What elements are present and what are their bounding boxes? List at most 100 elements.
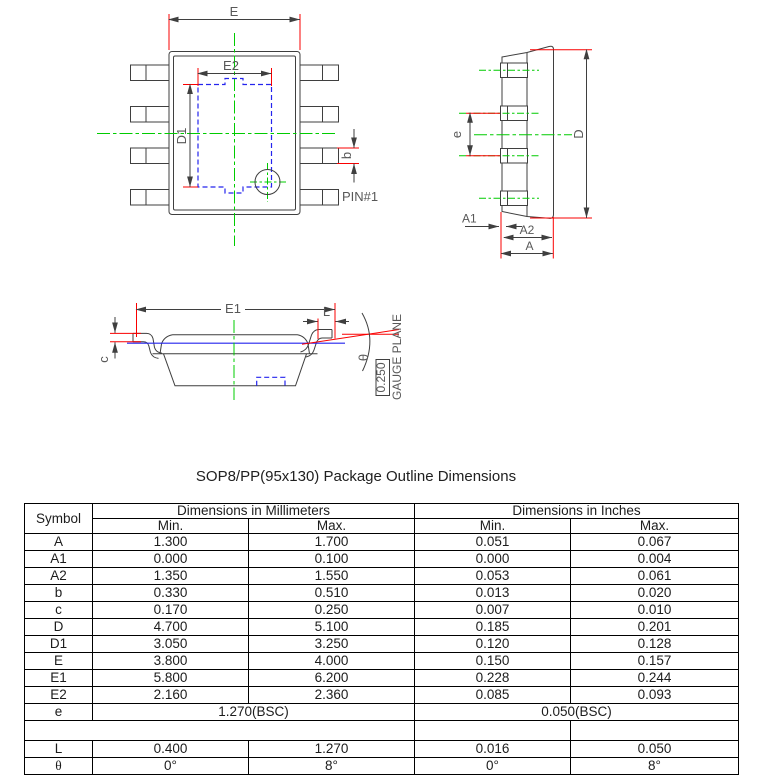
front-view-drawing: E1 L c θ 0.250 GAUGE PLANE <box>96 301 404 400</box>
table-cell: 0.007 <box>414 601 572 620</box>
table-row: E 3.800 4.000 0.150 0.157 <box>24 652 740 671</box>
table-cell: 1.350 <box>92 567 249 586</box>
lead <box>130 147 170 164</box>
exposed-pad-outline <box>197 77 273 194</box>
table-cell: 0.157 <box>570 652 740 671</box>
lead <box>130 189 170 206</box>
package-front-body <box>163 353 307 387</box>
table-cell: 0.330 <box>92 584 249 603</box>
table-cell: 4.000 <box>247 652 416 671</box>
lead <box>299 64 339 81</box>
table-cell: 5.100 <box>247 618 416 637</box>
table-cell: 0.228 <box>414 669 572 688</box>
symbol-cell: e <box>24 703 93 722</box>
gauge-value-box <box>375 359 390 396</box>
lead <box>130 106 170 123</box>
table-cell <box>570 720 740 742</box>
side-view-drawing: e D A1 A2 A <box>449 45 592 259</box>
table-cell: 8° <box>570 757 740 776</box>
table-cell: 0.400 <box>92 740 249 759</box>
table-cell: 0.051 <box>414 533 572 552</box>
inch-header: Dimensions in Inches <box>414 502 740 520</box>
table-cell: 1.300 <box>92 533 249 552</box>
table-cell: 6.200 <box>247 669 416 688</box>
table-cell: 0.185 <box>414 618 572 637</box>
dim-label-pitch-e: e <box>449 131 464 138</box>
table-row: L 0.400 1.270 0.016 0.050 <box>24 740 740 759</box>
table-cell: 0.050 <box>570 740 740 759</box>
inch-min-header: Min. <box>414 518 572 535</box>
lead <box>130 64 170 81</box>
table-cell: 0.093 <box>570 686 740 705</box>
dimensions-table: Symbol Dimensions in Millimeters Dimensi… <box>23 502 740 776</box>
table-cell: 1.270(BSC) <box>91 703 416 722</box>
symbol-cell: D1 <box>24 635 93 654</box>
lead <box>299 189 339 206</box>
lead <box>133 332 163 354</box>
symbol-cell: b <box>24 584 93 603</box>
mm-header: Dimensions in Millimeters <box>91 502 416 520</box>
inch-max-header: Max. <box>570 518 740 535</box>
dim-label-b: b <box>339 152 354 159</box>
gauge-plane-label: GAUGE PLANE <box>390 314 404 400</box>
table-cell: 0.053 <box>414 567 572 586</box>
lead <box>300 329 332 353</box>
symbol-header: Symbol <box>24 502 93 535</box>
table-subheader-row: Min. Max. Min. Max. <box>25 518 740 535</box>
table-cell: 3.800 <box>92 652 249 671</box>
table-cell: 0.201 <box>570 618 740 637</box>
dim-label-e2: E2 <box>223 58 239 73</box>
table-cell: 1.270 <box>247 740 416 759</box>
table-cell: 0° <box>92 757 249 776</box>
gauge-value-label: 0.250 <box>374 362 388 392</box>
table-cell: 0° <box>414 757 572 776</box>
table-cell: 3.050 <box>92 635 249 654</box>
table-cell: 0.244 <box>570 669 740 688</box>
dim-label-a1: A1 <box>462 212 477 226</box>
table-cell: 0.150 <box>414 652 572 671</box>
table-cell: 0.020 <box>570 584 740 603</box>
table-cell: 0.004 <box>570 550 740 569</box>
page-title: SOP8/PP(95x130) Package Outline Dimensio… <box>195 468 517 485</box>
table-cell: 5.800 <box>92 669 249 688</box>
spacer-row <box>23 720 740 742</box>
symbol-cell: L <box>24 740 93 759</box>
table-row: A1 0.000 0.100 0.000 0.004 <box>24 550 740 569</box>
table-header-row: Symbol Dimensions in Millimeters Dimensi… <box>24 502 740 535</box>
table-cell: 0.128 <box>570 635 740 654</box>
pin1-label: PIN#1 <box>342 189 378 204</box>
table-row: e 1.270(BSC) 0.050(BSC) <box>24 703 740 722</box>
table-cell: 0.061 <box>570 567 740 586</box>
mm-max-header: Max. <box>247 518 416 535</box>
table-cell: 0.510 <box>247 584 416 603</box>
table-row: E1 5.800 6.200 0.228 0.244 <box>24 669 740 688</box>
symbol-cell: c <box>24 601 93 620</box>
symbol-cell: θ <box>24 757 93 776</box>
dim-label-e: E <box>230 4 239 19</box>
table-row: A2 1.350 1.550 0.053 0.061 <box>24 567 740 586</box>
table-cell: 2.160 <box>92 686 249 705</box>
symbol-cell: A <box>24 533 93 552</box>
symbol-cell: D <box>24 618 93 637</box>
dim-label-e1: E1 <box>225 301 241 316</box>
table-cell: 0.010 <box>570 601 740 620</box>
table-cell: 1.550 <box>247 567 416 586</box>
table-cell: 3.250 <box>247 635 416 654</box>
table-cell: 0.016 <box>414 740 572 759</box>
table-cell: 0.100 <box>247 550 416 569</box>
table-cell: 0.013 <box>414 584 572 603</box>
angle-arc <box>361 312 371 372</box>
dim-label-a: A <box>525 239 533 253</box>
dim-label-l: L <box>323 304 330 319</box>
table-cell <box>414 720 572 742</box>
top-view-drawing: E E2 D1 b PIN#1 <box>97 4 378 246</box>
table-row: D1 3.050 3.250 0.120 0.128 <box>24 635 740 654</box>
symbol-cell: E <box>24 652 93 671</box>
table-cell: 1.700 <box>247 533 416 552</box>
table-cell: 0.250 <box>247 601 416 620</box>
table-cell <box>23 720 416 742</box>
symbol-cell: A1 <box>24 550 93 569</box>
table-cell: 0.000 <box>92 550 249 569</box>
table-cell: 0.050(BSC) <box>414 703 740 722</box>
